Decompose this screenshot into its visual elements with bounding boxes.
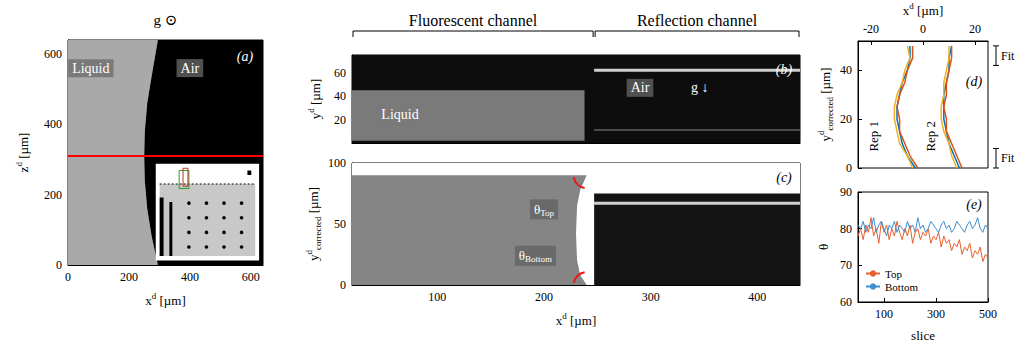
svg-text:100: 100	[875, 307, 893, 321]
svg-text:Air: Air	[631, 80, 650, 95]
svg-text:d: d	[303, 250, 314, 255]
svg-text:Rep 2: Rep 2	[923, 121, 938, 152]
svg-text:80: 80	[840, 222, 852, 236]
svg-text:400: 400	[748, 290, 766, 304]
svg-text:y: y	[307, 112, 323, 120]
svg-text:20: 20	[334, 113, 346, 127]
svg-text:[µm]: [µm]	[567, 313, 597, 328]
svg-text:(e): (e)	[966, 197, 982, 213]
svg-text:0: 0	[920, 22, 926, 36]
svg-text:70: 70	[840, 258, 852, 272]
svg-text:0: 0	[340, 278, 346, 292]
svg-text:300: 300	[642, 290, 660, 304]
svg-text:(b): (b)	[776, 62, 793, 78]
svg-text:300: 300	[927, 307, 945, 321]
svg-text:Liquid: Liquid	[381, 107, 418, 122]
svg-text:θ: θ	[518, 248, 526, 264]
svg-text:d: d	[305, 108, 316, 113]
svg-text:Reflection channel: Reflection channel	[637, 12, 758, 29]
svg-text:200: 200	[120, 270, 138, 284]
svg-text:Liquid: Liquid	[72, 61, 109, 76]
svg-text:g ↓: g ↓	[691, 80, 709, 95]
svg-text:[µm]: [µm]	[156, 293, 186, 308]
svg-text:600: 600	[44, 47, 62, 61]
svg-text:Bottom: Bottom	[525, 254, 552, 264]
svg-text:40: 40	[840, 63, 852, 77]
svg-text:(a): (a)	[237, 49, 254, 65]
svg-text:Fit: Fit	[1001, 151, 1015, 165]
svg-text:(d): (d)	[966, 74, 983, 90]
svg-text:90: 90	[840, 185, 852, 199]
svg-text:corrected: corrected	[313, 216, 323, 250]
svg-text:600: 600	[242, 270, 260, 284]
svg-text:50: 50	[334, 217, 346, 231]
svg-text:d: d	[13, 162, 24, 167]
svg-text:Top: Top	[885, 268, 902, 280]
html-text:xd: xd	[902, 0, 914, 18]
svg-text:100: 100	[428, 290, 446, 304]
svg-text:[µm]: [µm]	[818, 68, 833, 98]
svg-text:0: 0	[65, 270, 71, 284]
svg-text:Fluorescent channel: Fluorescent channel	[409, 12, 538, 29]
svg-text:θ: θ	[533, 201, 541, 217]
svg-text:40: 40	[334, 89, 346, 103]
svg-text:60: 60	[334, 66, 346, 80]
svg-text:100: 100	[328, 156, 346, 170]
svg-text:slice: slice	[911, 328, 935, 343]
svg-text:Top: Top	[540, 208, 554, 218]
svg-text:[µm]: [µm]	[308, 79, 323, 109]
svg-text:[µm]: [µm]	[306, 187, 321, 217]
svg-text:500: 500	[979, 307, 997, 321]
svg-text:Fit: Fit	[1001, 49, 1015, 63]
svg-text:400: 400	[181, 270, 199, 284]
svg-text:200: 200	[44, 188, 62, 202]
svg-text:y: y	[817, 135, 833, 142]
svg-text:corrected: corrected	[825, 97, 835, 131]
svg-text:[µm]: [µm]	[914, 3, 944, 18]
svg-text:Rep 1: Rep 1	[866, 121, 881, 152]
svg-text:g ⊙: g ⊙	[154, 12, 178, 28]
svg-text:0: 0	[846, 161, 852, 175]
svg-text:θ: θ	[816, 244, 831, 250]
svg-text:(c): (c)	[776, 170, 792, 186]
svg-text:60: 60	[840, 295, 852, 309]
svg-text:y: y	[305, 254, 321, 261]
svg-text:200: 200	[535, 290, 553, 304]
html-text:xd: xd	[555, 310, 567, 328]
svg-text:-20: -20	[863, 22, 879, 36]
svg-text:0: 0	[56, 258, 62, 272]
svg-text:z: z	[15, 166, 31, 173]
svg-text:400: 400	[44, 117, 62, 131]
html-text:xd: xd	[145, 290, 157, 308]
svg-text:d: d	[815, 130, 826, 135]
svg-text:[µm]: [µm]	[16, 133, 31, 163]
svg-text:Air: Air	[181, 61, 200, 76]
svg-text:20: 20	[969, 22, 981, 36]
svg-text:Bottom: Bottom	[885, 281, 918, 293]
svg-text:20: 20	[840, 112, 852, 126]
